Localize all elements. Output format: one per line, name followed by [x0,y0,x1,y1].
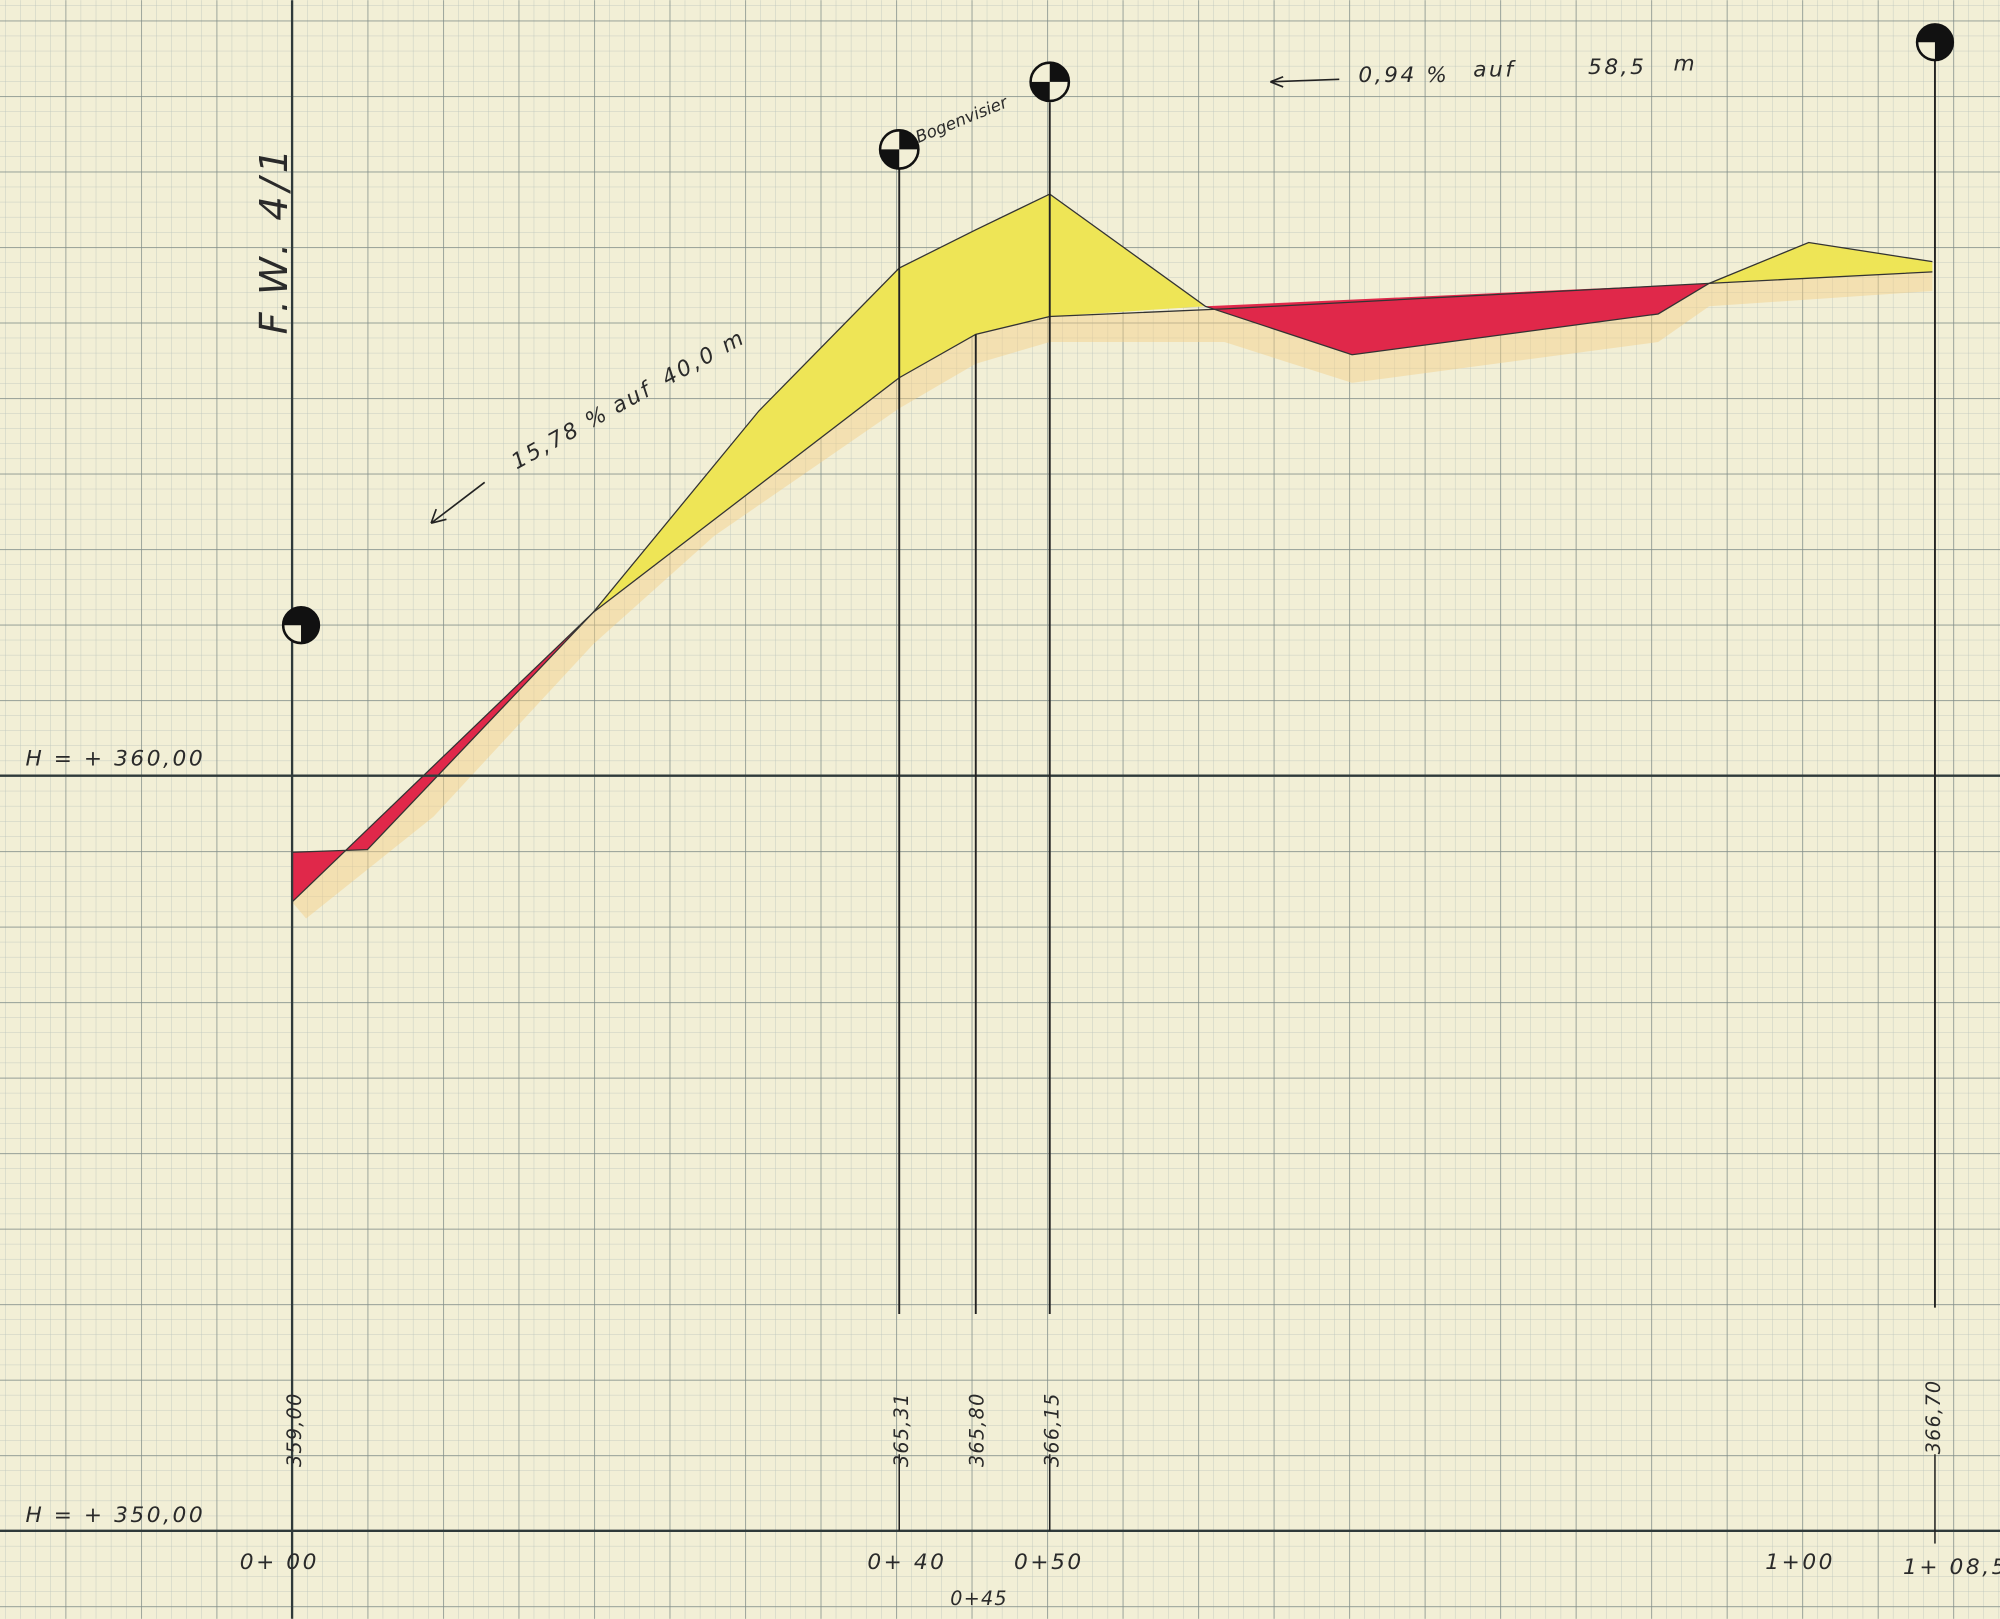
gradient-length: 58,5 [1588,55,1646,80]
gradient-unit: m [1673,51,1697,76]
station-label: 0+ 00 [240,1550,319,1575]
station-label: 1+00 [1765,1550,1835,1575]
datum-label: H = + 350,00 [26,1503,206,1528]
benchmark [878,129,920,170]
station-label: 0+45 [950,1587,1008,1610]
datum-label: H = + 360,00 [26,746,206,771]
gradient-percent: 0,94 % [1358,63,1449,88]
design-line [291,271,1933,903]
cut-area [593,194,1206,613]
elevation-label: 365,31 [890,1392,913,1467]
elevation-label: 359,00 [283,1392,306,1467]
station-label: 0+ 40 [867,1550,946,1575]
arrow [430,75,1340,524]
station-label: 1+ 08,5 [1903,1555,2000,1580]
elevation-label: 366,70 [1922,1380,1945,1455]
benchmark [281,606,321,645]
fill-area [1205,283,1710,355]
sheet-title: F.W. 4/1 [252,144,297,335]
elevation-label: 365,80 [965,1392,988,1467]
benchmark [1915,23,1955,62]
gradient-word: auf [1473,58,1516,83]
benchmark [1029,61,1071,103]
elevation-label: 366,15 [1041,1392,1064,1467]
station-label: 0+50 [1014,1550,1084,1575]
cut-area [1709,242,1933,284]
shadow-band [292,271,1933,919]
